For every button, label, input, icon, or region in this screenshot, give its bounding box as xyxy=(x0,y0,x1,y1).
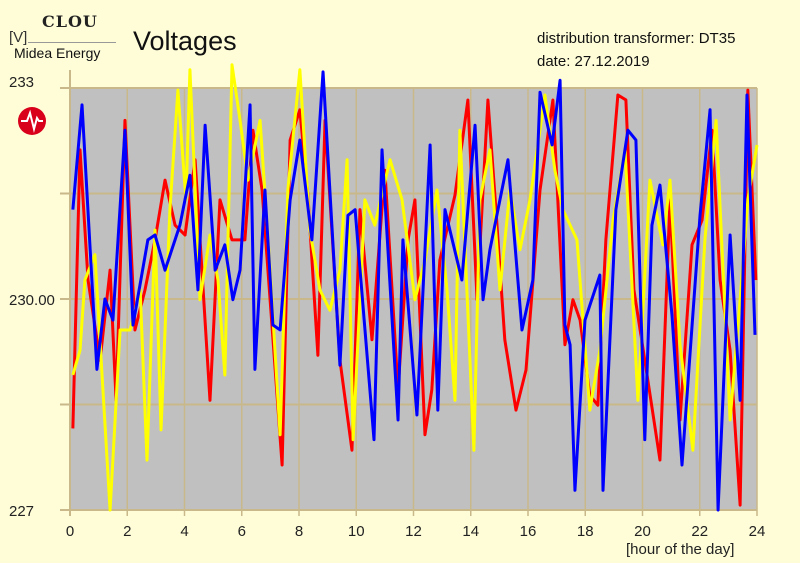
x-tick-labels: 0 2 4 6 8 10 12 14 16 18 20 22 24 xyxy=(66,523,766,540)
chart-title: Voltages xyxy=(133,26,237,56)
y-tick-label: 230.00 xyxy=(9,292,55,309)
series-line-2 xyxy=(71,70,757,512)
x-tick-label: 0 xyxy=(66,523,74,540)
x-tick-label: 8 xyxy=(295,523,303,540)
x-tick-label: 20 xyxy=(634,523,651,540)
x-tick-label: 16 xyxy=(520,523,537,540)
date-info: date: 27.12.2019 xyxy=(537,53,650,70)
x-axis-label: [hour of the day] xyxy=(626,541,735,558)
x-tick-label: 10 xyxy=(348,523,365,540)
x-tick-label: 18 xyxy=(577,523,594,540)
y-axis-label: [V] xyxy=(9,29,28,46)
pulse-logo-icon xyxy=(18,107,46,135)
x-tick-label: 6 xyxy=(238,523,246,540)
company-name: Midea Energy xyxy=(14,45,101,61)
x-tick-label: 14 xyxy=(462,523,479,540)
y-tick-label: 227 xyxy=(9,503,34,520)
x-tick-label: 24 xyxy=(749,523,766,540)
clou-logo: CLOU xyxy=(42,12,98,31)
x-tick-label: 2 xyxy=(123,523,131,540)
logo-divider xyxy=(28,42,116,43)
series-lines xyxy=(71,63,759,512)
x-tick-label: 12 xyxy=(405,523,422,540)
y-tick-labels: 233 230.00 227 xyxy=(9,74,55,520)
transformer-info: distribution transformer: DT35 xyxy=(537,30,736,47)
x-tick-label: 22 xyxy=(691,523,708,540)
y-tick-label: 233 xyxy=(9,74,34,91)
x-tick-label: 4 xyxy=(180,523,188,540)
